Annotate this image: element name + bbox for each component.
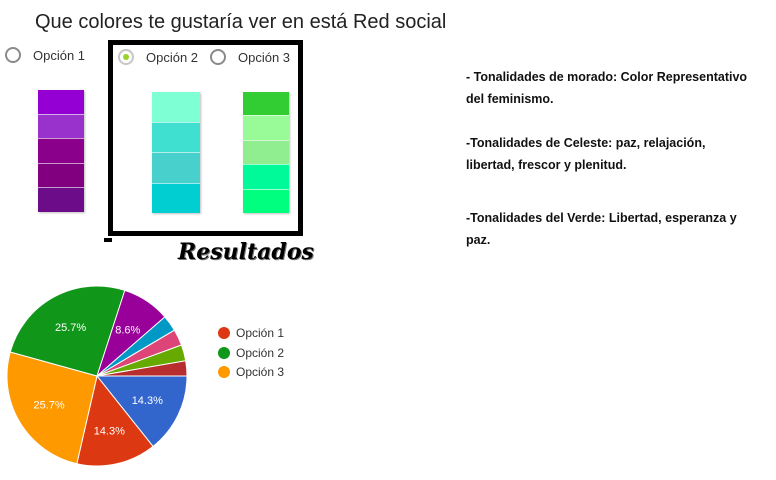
legend-dot-icon bbox=[218, 327, 230, 339]
selection-frame bbox=[108, 40, 303, 236]
description-line: - Tonalidades de morado: Color Represent… bbox=[466, 70, 748, 84]
light-blue-swatch bbox=[152, 92, 200, 213]
legend-item-2: Opción 2 bbox=[218, 343, 284, 362]
pie-slice bbox=[6, 351, 98, 465]
option-1-label: Opción 1 bbox=[33, 47, 86, 63]
legend-dot-icon bbox=[218, 346, 230, 359]
pie-slice bbox=[95, 375, 188, 448]
legend-label: Opción 2 bbox=[236, 345, 285, 360]
description-line: del feminismo. bbox=[466, 92, 554, 106]
question-title: Que colores te gustaría ver en está Red … bbox=[35, 11, 447, 33]
radio-unchecked-icon bbox=[210, 49, 226, 65]
swatch-chip bbox=[38, 187, 84, 212]
option-2-label: Opción 2 bbox=[146, 49, 199, 65]
swatch-chip bbox=[243, 164, 289, 189]
swatch-chip bbox=[243, 115, 289, 140]
swatch-chip bbox=[152, 92, 200, 122]
description-line: paz. bbox=[466, 233, 491, 247]
swatch-chip bbox=[152, 182, 200, 213]
pie-slice-label: 14.3% bbox=[132, 395, 163, 407]
option-1-radio[interactable]: Opción 1 bbox=[5, 47, 85, 63]
swatch-chip bbox=[243, 139, 289, 165]
swatch-chip bbox=[152, 121, 200, 152]
description-green: -Tonalidades del Verde: Libertad, espera… bbox=[466, 207, 737, 251]
legend-item-1: Opción 1 bbox=[218, 323, 284, 343]
pie-slice-label: 8.6% bbox=[115, 325, 140, 337]
pie-slice bbox=[76, 374, 154, 467]
pie-slice-label: 25.7% bbox=[33, 400, 64, 412]
pie-slice bbox=[9, 285, 126, 377]
radio-unchecked-icon bbox=[5, 47, 21, 63]
frame-mark bbox=[104, 238, 112, 242]
swatch-chip bbox=[243, 188, 289, 214]
results-pie-chart: 14.3% 14.3% 25.7% 25.7% 8.6% bbox=[6, 285, 188, 467]
legend-dot-icon bbox=[218, 365, 230, 378]
green-swatch bbox=[243, 92, 289, 214]
pie-slice-label: 25.7% bbox=[55, 322, 86, 334]
radio-checked-icon bbox=[118, 49, 134, 65]
description-line: -Tonalidades del Verde: Libertad, espera… bbox=[466, 211, 737, 225]
chart-legend: Opción 1 Opción 2 Opción 3 bbox=[218, 323, 284, 381]
results-title: Resultados bbox=[178, 239, 314, 265]
swatch-chip bbox=[38, 162, 84, 188]
legend-label: Opción 1 bbox=[236, 326, 285, 340]
swatch-chip bbox=[152, 152, 200, 183]
swatch-chip bbox=[38, 138, 84, 163]
description-light-blue: -Tonalidades de Celeste: paz, relajación… bbox=[466, 132, 705, 176]
legend-item-3: Opción 3 bbox=[218, 362, 284, 381]
option-3-radio[interactable]: Opción 3 bbox=[210, 49, 290, 65]
description-line: -Tonalidades de Celeste: paz, relajación… bbox=[466, 136, 706, 150]
option-2-radio[interactable]: Opción 2 bbox=[118, 49, 198, 65]
swatch-chip bbox=[243, 92, 289, 116]
option-3-label: Opción 3 bbox=[238, 49, 291, 65]
description-purple: - Tonalidades de morado: Color Represent… bbox=[466, 66, 747, 110]
legend-label: Opción 3 bbox=[236, 364, 285, 379]
swatch-chip bbox=[38, 113, 84, 139]
purple-swatch bbox=[38, 90, 84, 212]
pie-slice bbox=[96, 360, 188, 377]
pie-slice-label: 14.3% bbox=[94, 425, 125, 437]
description-line: libertad, frescor y plenitud. bbox=[466, 158, 627, 172]
swatch-chip bbox=[38, 90, 84, 114]
